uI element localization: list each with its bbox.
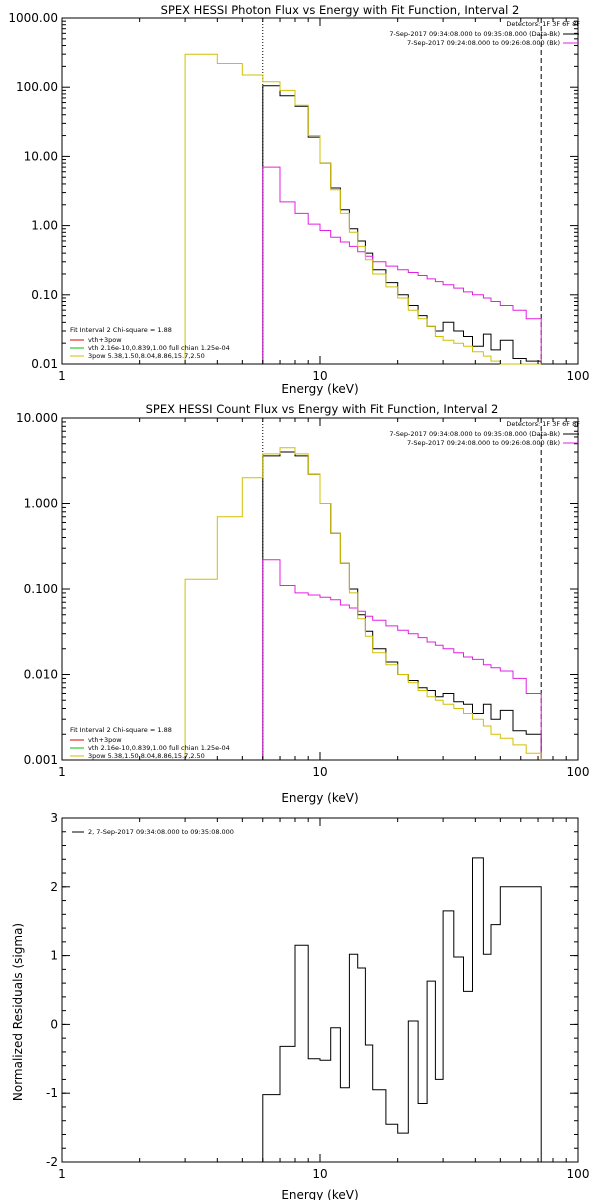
y-tick-label: 2 xyxy=(50,880,58,894)
x-tick-label: 100 xyxy=(567,765,590,779)
y-tick-label: 1.000 xyxy=(24,497,58,511)
legend-entry-bk: 7-Sep-2017 09:24:08.000 to 09:26:08.000 … xyxy=(407,39,560,47)
fit-legend-entry: vth 2.16e-10,0.839,1.00 full chian 1.25e… xyxy=(88,744,230,752)
fit-legend-header: Fit Interval 2 Chi-square = 1.88 xyxy=(70,726,172,734)
series-line xyxy=(262,857,542,1162)
legend-entry-data-bk: 7-Sep-2017 09:34:08.000 to 09:35:08.000 … xyxy=(389,30,560,38)
series-group xyxy=(184,53,542,365)
legend-group: 2, 7-Sep-2017 09:34:08.000 to 09:35:08.0… xyxy=(72,828,234,836)
y-tick-label: 0 xyxy=(50,1017,58,1031)
legend-group: Detectors: 1F 3F 6F 8F 7-Sep-2017 09:34:… xyxy=(70,420,580,760)
tick-group: 1 10 100 -2 -1 0 1 2 3 xyxy=(46,811,589,1181)
panel-title: SPEX HESSI Photon Flux vs Energy with Fi… xyxy=(161,3,520,17)
legend-detectors: Detectors: 1F 3F 6F 8F xyxy=(506,20,580,28)
panel-count-flux: SPEX HESSI Count Flux vs Energy with Fit… xyxy=(16,402,589,805)
y-tick-label: 1000.00 xyxy=(8,11,58,25)
plot-area xyxy=(61,817,579,1163)
series-line xyxy=(262,559,542,760)
panel-title: SPEX HESSI Count Flux vs Energy with Fit… xyxy=(146,402,499,416)
fit-legend-entry: vth+3pow xyxy=(88,736,122,744)
fit-legend-entry: vth+3pow xyxy=(88,336,122,344)
x-tick-label: 1 xyxy=(58,1167,66,1181)
y-tick-label: 0.10 xyxy=(31,288,58,302)
y-tick-label: 0.100 xyxy=(24,582,58,596)
series-line xyxy=(262,451,542,760)
y-tick-label: -1 xyxy=(46,1086,58,1100)
y-tick-label: 1.00 xyxy=(31,219,58,233)
y-tick-label: 10.000 xyxy=(16,411,58,425)
panel-residuals: 1 10 100 -2 -1 0 1 2 3 2, 7-Sep-2017 09:34:08.00… xyxy=(11,811,589,1200)
y-tick-label: 3 xyxy=(50,811,58,825)
x-tick-label: 1 xyxy=(58,369,66,383)
y-tick-label: 100.00 xyxy=(16,80,58,94)
x-axis-label: Energy (keV) xyxy=(281,791,358,805)
y-axis-label: Normalized Residuals (sigma) xyxy=(11,923,25,1101)
tick-group: 1 10 100 0.001 0.010 0.100 1.000 10.000 xyxy=(16,411,589,779)
residual-legend-entry: 2, 7-Sep-2017 09:34:08.000 to 09:35:08.0… xyxy=(88,828,234,836)
tick-group: 1 10 100 0.01 0.10 1.00 10.00 100.00 1000.00 xyxy=(8,11,589,383)
x-tick-label: 1 xyxy=(58,765,66,779)
series-group xyxy=(262,857,542,1162)
plot-area xyxy=(61,417,579,761)
y-tick-label: 1 xyxy=(50,949,58,963)
panel-photon-flux: SPEX HESSI Photon Flux vs Energy with Fi… xyxy=(8,3,589,396)
x-tick-label: 10 xyxy=(312,765,327,779)
series-line xyxy=(262,166,542,364)
legend-group: Detectors: 1F 3F 6F 8F 7-Sep-2017 09:34:… xyxy=(70,20,580,360)
legend-entry-data-bk: 7-Sep-2017 09:34:08.000 to 09:35:08.000 … xyxy=(389,430,560,438)
x-axis-label: Energy (keV) xyxy=(281,382,358,396)
y-tick-label: 0.001 xyxy=(24,753,58,767)
plot-frame xyxy=(61,17,579,365)
x-tick-label: 100 xyxy=(567,369,590,383)
plot-frame xyxy=(61,417,579,761)
series-line xyxy=(184,53,542,365)
series-line xyxy=(184,447,542,760)
fit-legend-entry: vth 2.16e-10,0.839,1.00 full chian 1.25e… xyxy=(88,344,230,352)
series-group xyxy=(184,447,542,760)
fit-legend-entry: 3pow 5.38,1.50,8.04,8.86,15.7,2.50 xyxy=(88,352,205,360)
fit-legend-entry: 3pow 5.38,1.50,8.04,8.86,15.7,2.50 xyxy=(88,752,205,760)
legend-detectors: Detectors: 1F 3F 6F 8F xyxy=(506,420,580,428)
fit-legend-header: Fit Interval 2 Chi-square = 1.88 xyxy=(70,326,172,334)
x-tick-label: 100 xyxy=(567,1167,590,1181)
y-tick-label: 0.01 xyxy=(31,357,58,371)
series-line xyxy=(262,85,542,364)
plot-area xyxy=(61,17,579,365)
y-tick-label: 0.010 xyxy=(24,668,58,682)
y-tick-label: 10.00 xyxy=(24,149,58,163)
x-tick-label: 10 xyxy=(312,369,327,383)
legend-entry-bk: 7-Sep-2017 09:24:08.000 to 09:26:08.000 … xyxy=(407,439,560,447)
y-tick-label: -2 xyxy=(46,1155,58,1169)
plot-frame xyxy=(61,817,579,1163)
x-axis-label: Energy (keV) xyxy=(281,1188,358,1200)
x-tick-label: 10 xyxy=(312,1167,327,1181)
